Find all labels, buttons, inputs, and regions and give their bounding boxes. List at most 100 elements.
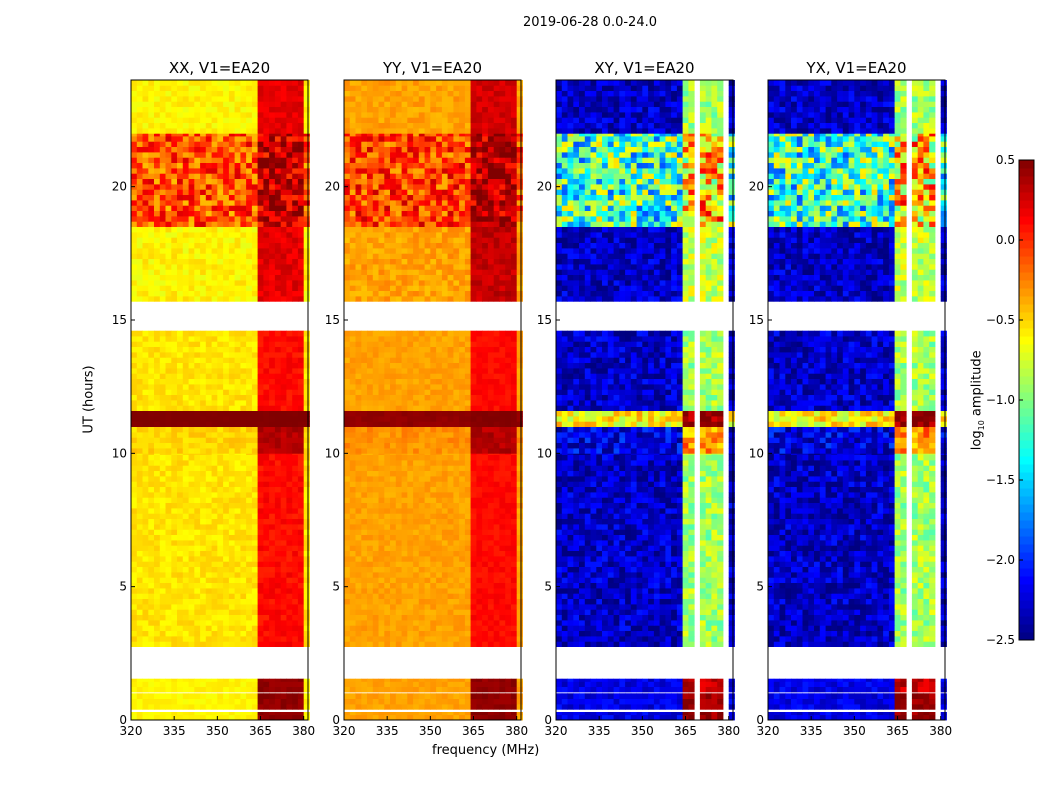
heatmap-cell	[142, 258, 149, 265]
heatmap-cell	[257, 373, 264, 379]
heatmap-cell	[148, 566, 155, 573]
heatmap-cell	[447, 524, 454, 530]
heatmap-cell	[280, 122, 287, 129]
heatmap-cell	[165, 453, 172, 455]
heatmap-cell	[234, 106, 241, 113]
heatmap-cell	[441, 678, 449, 682]
heatmap-cell	[171, 330, 178, 337]
heatmap-cell	[177, 609, 184, 615]
heatmap-cell	[447, 609, 454, 615]
heatmap-cell	[177, 216, 184, 222]
heatmap-cell	[234, 290, 241, 297]
heatmap-cell	[159, 524, 166, 530]
heatmap-cell	[464, 550, 472, 557]
heatmap-cell	[234, 508, 241, 514]
heatmap-cell	[476, 609, 483, 615]
heatmap-cell	[200, 540, 207, 546]
heatmap-cell	[269, 280, 276, 286]
heatmap-cell	[418, 566, 425, 573]
heatmap-cell	[211, 106, 218, 113]
heatmap-cell	[211, 426, 218, 433]
heatmap-cell	[159, 698, 166, 705]
heatmap-cell	[453, 630, 460, 637]
heatmap-cell	[367, 577, 374, 583]
heatmap-cell	[217, 274, 224, 281]
heatmap-cell	[142, 80, 149, 86]
heatmap-cell	[510, 598, 518, 605]
heatmap-cell	[407, 582, 414, 589]
heatmap-cell	[211, 437, 218, 443]
heatmap-cell	[349, 426, 356, 433]
heatmap-cell	[292, 593, 299, 599]
heatmap-cell	[355, 545, 362, 551]
heatmap-cell	[361, 609, 368, 615]
heatmap-cell	[482, 678, 489, 682]
heatmap-cell	[142, 152, 149, 158]
heatmap-cell	[395, 518, 402, 525]
heatmap-cell	[280, 178, 287, 185]
heatmap-cell	[303, 588, 310, 594]
heatmap-cell	[194, 518, 201, 525]
heatmap-cell	[165, 486, 172, 493]
heatmap-cell	[234, 540, 241, 546]
heatmap-cell	[205, 416, 212, 422]
heatmap-cell	[274, 693, 282, 699]
heatmap-cell	[482, 540, 489, 546]
heatmap-cell	[223, 609, 230, 615]
heatmap-cell	[349, 630, 356, 637]
heatmap-cell	[194, 476, 201, 482]
heatmap-cell	[349, 524, 356, 530]
heatmap-cell	[286, 588, 293, 594]
heatmap-cell	[159, 285, 166, 291]
heatmap-cell	[274, 492, 282, 498]
heatmap-cell	[177, 405, 184, 411]
heatmap-cell	[297, 454, 305, 461]
heatmap-cell	[453, 641, 460, 647]
heatmap-cell	[131, 226, 138, 233]
heatmap-cell	[430, 550, 437, 557]
heatmap-cell	[223, 122, 230, 129]
heatmap-cell	[505, 693, 512, 699]
heatmap-cell	[274, 216, 282, 222]
heatmap-cell	[148, 146, 155, 153]
heatmap-cell	[148, 80, 155, 86]
heatmap-cell	[516, 518, 523, 525]
heatmap-cell	[459, 545, 466, 551]
heatmap-cell	[297, 609, 305, 615]
heatmap-cell	[407, 492, 414, 498]
heatmap-cell	[200, 448, 207, 454]
heatmap-cell	[217, 598, 224, 605]
heatmap-cell	[194, 524, 201, 530]
heatmap-cell	[217, 264, 224, 270]
heatmap-cell	[165, 448, 172, 454]
heatmap-cell	[505, 704, 512, 710]
heatmap-cell	[211, 189, 218, 195]
heatmap-cell	[263, 90, 270, 97]
heatmap-cell	[228, 502, 236, 509]
heatmap-cell	[246, 588, 253, 594]
heatmap-cell	[464, 704, 472, 710]
heatmap-cell	[436, 593, 443, 599]
heatmap-cell	[344, 698, 351, 705]
heatmap-cell	[470, 572, 477, 578]
heatmap-cell	[344, 681, 351, 687]
heatmap-cell	[154, 550, 161, 557]
heatmap-cell	[436, 598, 443, 605]
heatmap-cell	[349, 465, 356, 471]
heatmap-cell	[171, 704, 178, 710]
heatmap-cell	[200, 524, 207, 530]
heatmap-cell	[269, 686, 276, 693]
heatmap-cell	[303, 232, 310, 238]
heatmap-cell	[447, 598, 454, 605]
heatmap-cell	[205, 173, 212, 179]
heatmap-cell	[344, 437, 351, 443]
heatmap-cell	[177, 540, 184, 546]
heatmap-cell	[136, 373, 143, 379]
heatmap-cell	[395, 566, 402, 573]
heatmap-cell	[171, 389, 178, 395]
heatmap-cell	[240, 106, 247, 113]
heatmap-cell	[303, 486, 310, 493]
heatmap-cell	[390, 620, 397, 626]
heatmap-cell	[182, 561, 189, 567]
heatmap-cell	[263, 394, 270, 401]
